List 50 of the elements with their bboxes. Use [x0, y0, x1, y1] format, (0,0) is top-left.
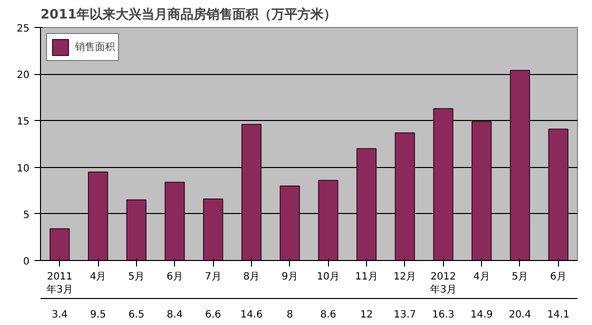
bar: [241, 124, 262, 260]
data-label: 13.7: [394, 310, 416, 320]
bar: [548, 128, 568, 260]
x-tick-label: 6月: [550, 272, 567, 282]
data-label: 14.1: [547, 310, 570, 320]
bar: [356, 148, 377, 260]
data-label: 3.4: [52, 310, 68, 320]
x-tick-label: 2011年3月: [46, 272, 73, 296]
x-tick-label: 4月: [473, 272, 490, 282]
x-tick-label: 7月: [204, 272, 222, 282]
bar: [50, 228, 70, 260]
x-tick-label: 8月: [243, 272, 260, 282]
bar: [126, 199, 146, 260]
legend-label: 销售面积: [75, 41, 115, 54]
bar: [510, 70, 530, 260]
x-tick-label: 2012年3月: [430, 272, 456, 296]
bar: [88, 171, 108, 260]
chart-title: 2011年以来大兴当月商品房销售面积（万平方米）: [40, 6, 337, 22]
data-label: 20.4: [508, 310, 532, 320]
y-tick-label: 20: [16, 70, 30, 82]
bar: [318, 180, 338, 260]
data-label: 16.3: [432, 310, 454, 320]
x-tick-label: 10月: [316, 272, 340, 282]
data-label: 6.5: [128, 310, 144, 320]
data-label: 8.4: [166, 310, 183, 320]
data-label: 8: [286, 310, 294, 320]
data-label: 14.9: [470, 310, 493, 320]
data-label: 9.5: [90, 310, 106, 320]
y-tick-label: 15: [16, 116, 30, 128]
bar: [472, 121, 492, 260]
x-tick-label: 9月: [282, 272, 298, 282]
bar: [203, 198, 224, 260]
data-label: 12: [360, 310, 373, 320]
y-tick-label: 0: [23, 256, 30, 268]
bar: [394, 132, 415, 260]
bar: [433, 108, 454, 260]
data-label: 8.6: [320, 310, 336, 320]
bar: [164, 182, 185, 260]
bar: [280, 185, 300, 260]
x-tick-label: 11月: [355, 272, 378, 282]
x-tick-label: 5月: [128, 272, 145, 282]
y-tick-label: 10: [16, 163, 30, 174]
x-tick-label: 12月: [394, 272, 416, 282]
x-tick-label: 4月: [90, 272, 106, 282]
y-tick-label: 5: [23, 210, 30, 221]
data-label: 14.6: [240, 310, 263, 320]
data-label: 6.6: [205, 310, 222, 320]
x-tick-label: 5月: [512, 272, 528, 282]
x-tick-label: 6月: [166, 272, 183, 282]
y-tick-label: 25: [16, 24, 30, 34]
